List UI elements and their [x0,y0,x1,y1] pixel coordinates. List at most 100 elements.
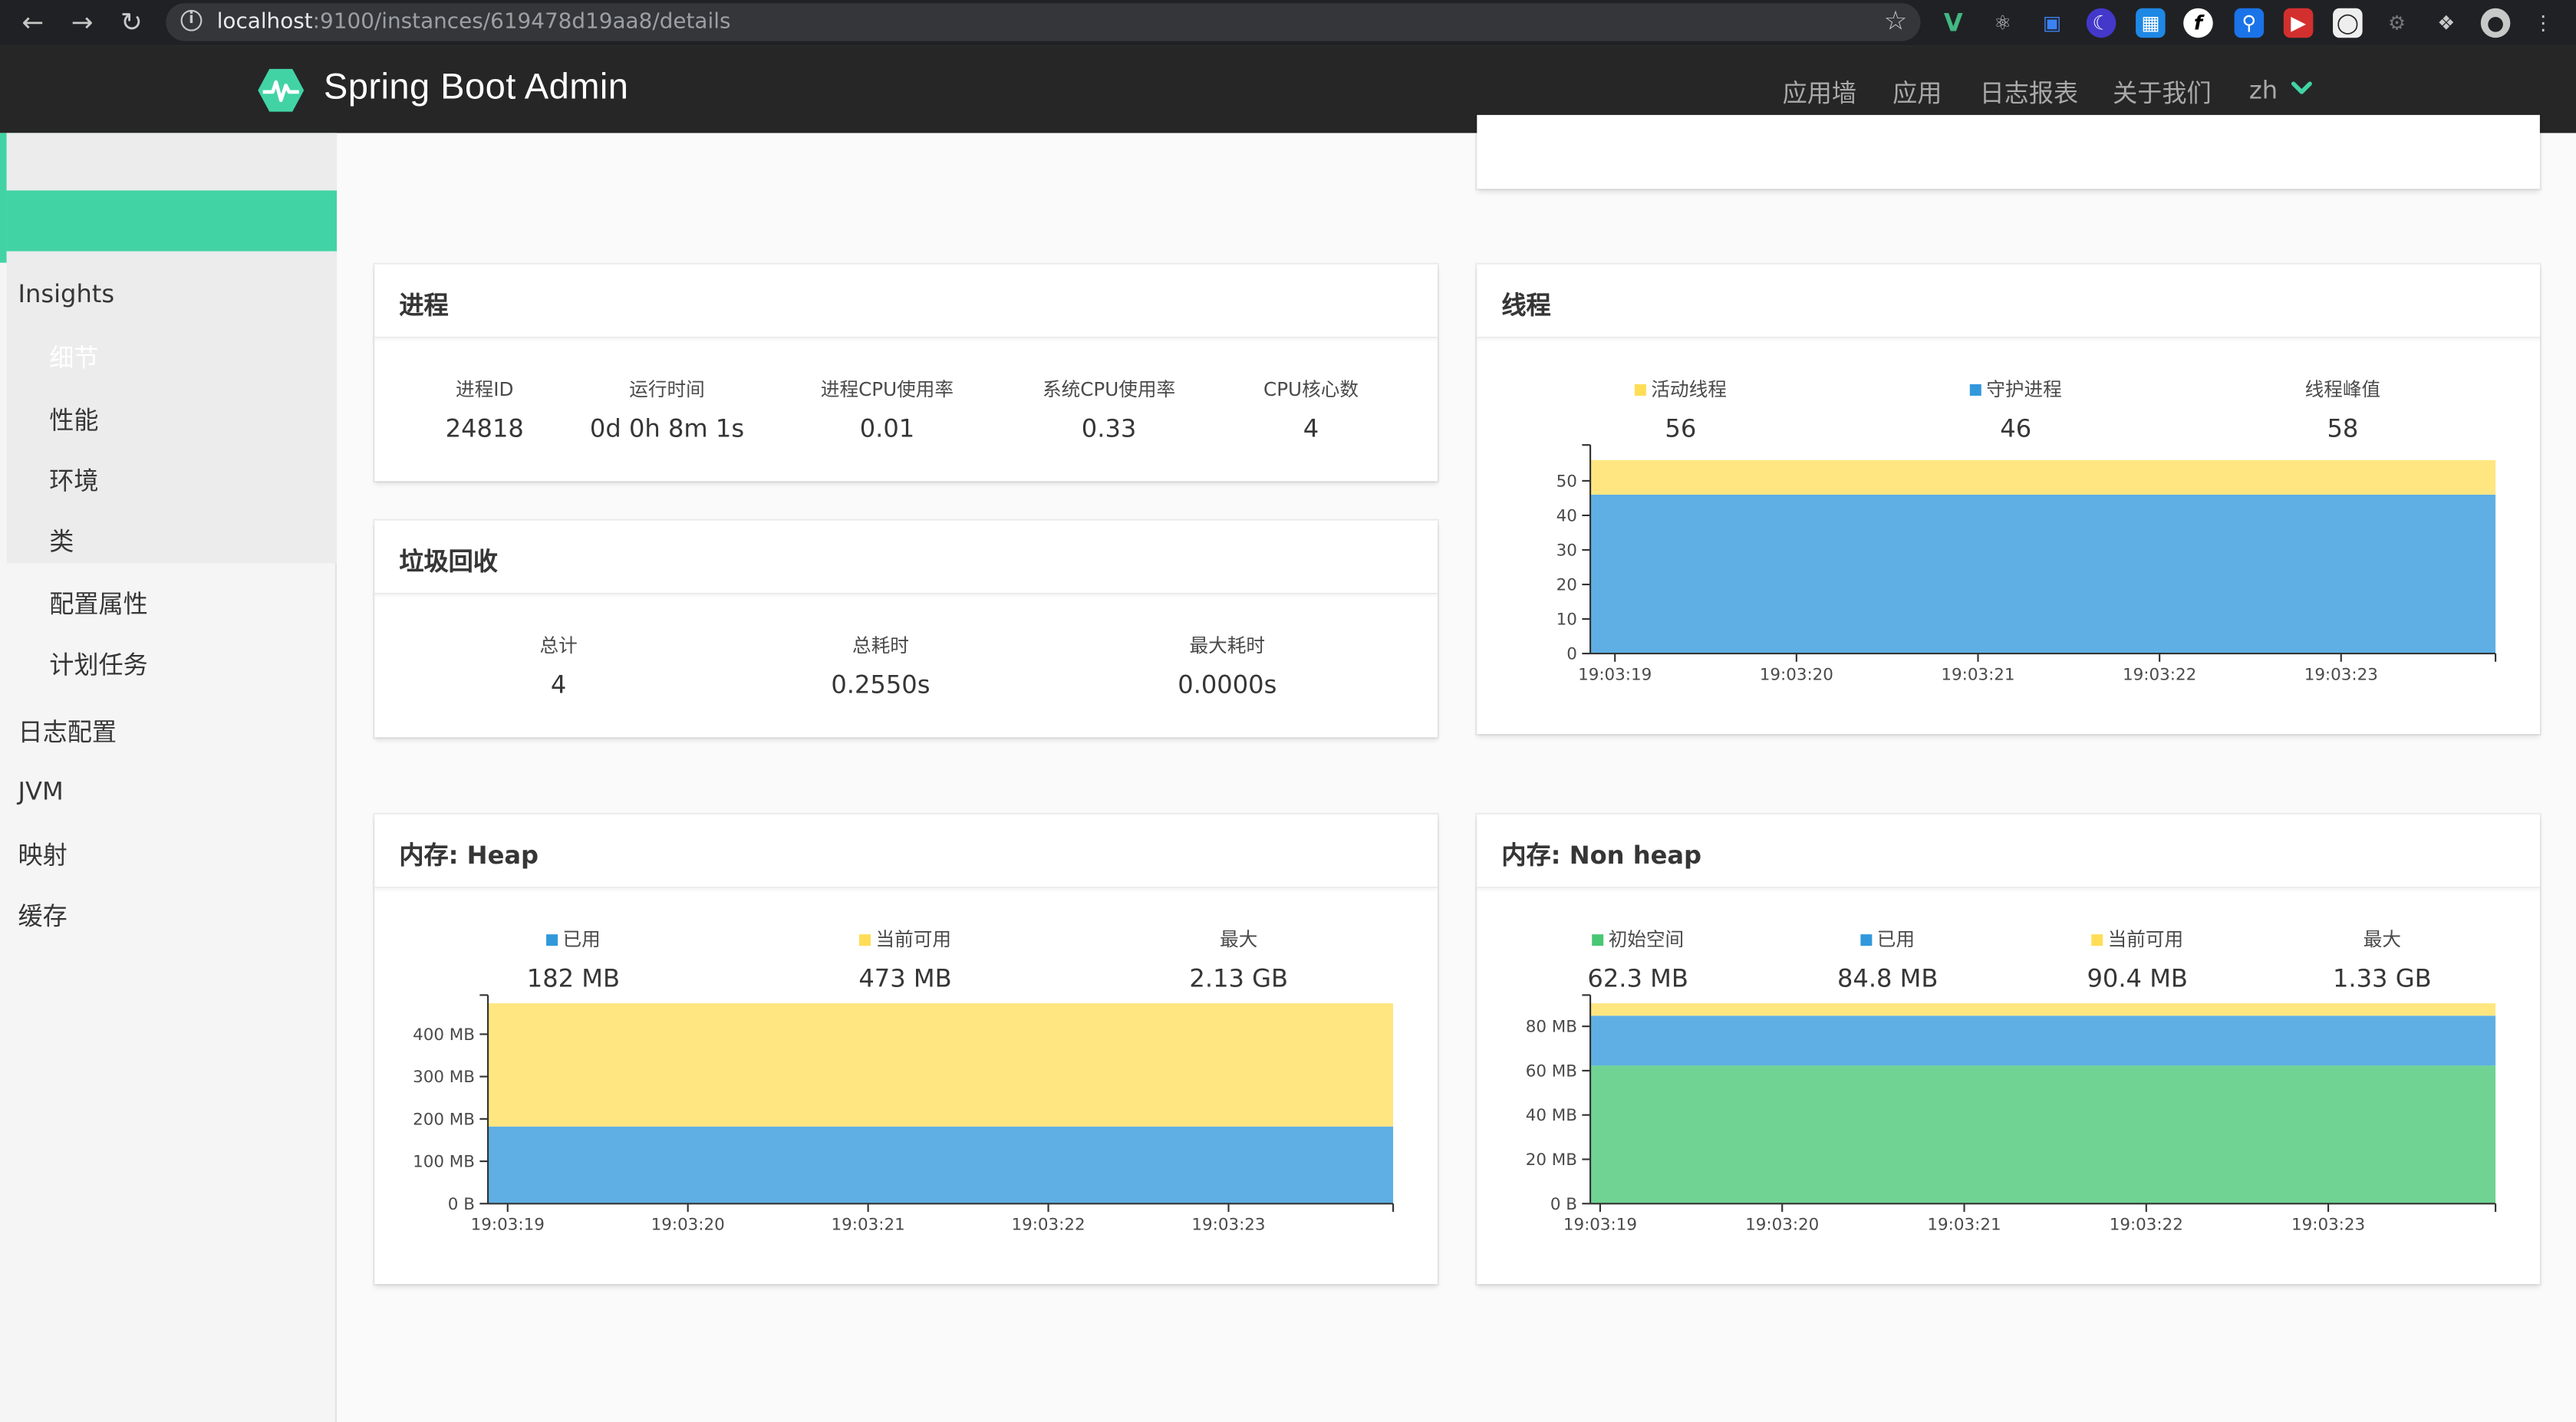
nonheap-chart: 0 B 20 MB 40 MB 60 MB 80 MB 19:03:19 19:03:20 1… [1526,994,2497,1235]
nonheap-title: 内存: Non heap [1501,841,1702,871]
x-tick-label: 19:03:21 [1927,1216,2001,1235]
stat-value: 84.8 MB [1836,963,1939,994]
x-tick-label: 19:03:20 [1760,665,1833,684]
x-tick-label: 19:03:21 [1941,665,2014,684]
sidebar-item-caches[interactable]: 缓存 [18,901,68,931]
glasses-extension-icon[interactable]: ◯ [2333,8,2363,38]
brand-name[interactable]: Spring Boot Admin [323,65,629,107]
scrolled-card [1477,114,2540,189]
back-icon[interactable]: ← [21,6,44,38]
sidebar-item-environment[interactable]: 环境 [49,466,99,496]
y-tick-label: 200 MB [413,1110,475,1129]
stat-label: 线程峰值 [2304,377,2381,401]
x-tick-label: 19:03:19 [471,1216,545,1235]
stat-label: 进程CPU使用率 [820,377,954,401]
heap-title: 内存: Heap [399,841,539,871]
card-divider [1477,336,2540,339]
card-divider [374,887,1438,889]
card-divider [1477,887,2540,889]
x-tick-label: 19:03:20 [1745,1216,1819,1235]
legend-swatch [1969,383,1981,396]
legend-swatch [2091,934,2103,946]
y-tick-label: 40 [1556,506,1577,525]
forward-icon[interactable]: → [71,6,94,38]
sidebar-item-jvm[interactable]: JVM [18,776,64,807]
threads-chart: 0 10 20 30 40 50 19:03:19 19:03:20 19:03:21 19:03… [1556,444,2497,684]
formula-extension-icon[interactable]: f [2183,8,2213,38]
profile-icon[interactable]: ● [2480,8,2511,38]
legend-swatch [1860,934,1873,946]
site-info-icon[interactable]: i [180,9,203,31]
chevron-down-icon[interactable] [2290,79,2313,99]
spring-boot-admin-logo-icon[interactable] [256,67,305,114]
stat-label: 活动线程 [1634,376,1727,402]
stat-value: 0.33 [1081,413,1137,444]
sidebar-item-mappings[interactable]: 映射 [18,841,68,871]
react-devtools-icon[interactable]: ⚛ [1994,11,2012,35]
robot-extension-icon[interactable]: ⚙ [2388,11,2406,35]
vue-devtools-icon[interactable]: V [1943,8,1963,38]
nav-link-about[interactable]: 关于我们 [2113,78,2212,109]
stat-value: 0.2550s [831,670,931,700]
language-selector[interactable]: zh [2248,75,2278,106]
crop-extension-icon[interactable]: ▣ [2042,11,2062,35]
stat-label: 运行时间 [629,377,705,401]
stat-label: CPU核心数 [1263,377,1359,401]
video-extension-icon[interactable]: ▶ [2283,8,2314,38]
sidebar-item-details[interactable]: 细节 [49,343,99,373]
x-tick-label: 19:03:21 [832,1216,905,1235]
process-title: 进程 [399,290,449,321]
puzzle-extensions-icon[interactable]: ❖ [2437,11,2456,35]
legend-label: 初始空间 [1608,927,1685,951]
address-bar[interactable]: i localhost:9100/instances/619478d19aa8/… [166,3,1921,41]
sidebar-item-beans[interactable]: 类 [49,527,74,557]
y-tick-label: 10 [1556,611,1577,630]
window-extension-icon[interactable]: ▦ [2136,8,2166,38]
stat-value: 24818 [445,413,524,444]
legend-label: 已用 [1876,927,1916,951]
sidebar-active-highlight [6,190,338,252]
process-card: 进程 进程ID 24818 运行时间 0d 0h 8m 1s 进程CPU使用率 … [374,264,1438,482]
sidebar-item-insights[interactable]: Insights [18,278,115,309]
x-tick-label: 19:03:19 [1563,1216,1637,1235]
stat-label: 当前可用 [2091,926,2183,952]
stat-value: 46 [2000,413,2032,444]
nav-link-applications[interactable]: 应用 [1892,78,1942,109]
heap-card: 内存: Heap 已用 182 MB 当前可用 473 MB 最大 2.13 G… [374,814,1438,1285]
sidebar-item-loggers[interactable]: 日志配置 [18,717,117,748]
kebab-menu-icon[interactable]: ⋮ [2533,11,2554,35]
moon-extension-icon[interactable]: ☾ [2086,8,2116,38]
sidebar-item-configprops[interactable]: 配置属性 [49,589,148,620]
stat-label: 已用 [546,926,601,952]
bookmark-star-icon[interactable]: ☆ [1883,5,1908,37]
url-path: :9100/instances/619478d19aa8/details [312,9,731,35]
y-tick-label: 0 [1566,645,1577,664]
y-tick-label: 40 MB [1526,1106,1577,1125]
gc-card: 垃圾回收 总计 4 总耗时 0.2550s 最大耗时 0.0000s [374,520,1438,738]
stat-value: 182 MB [526,963,621,994]
area-series-3 [1590,1003,2496,1016]
stat-value: 0d 0h 8m 1s [589,413,745,444]
stat-value: 2.13 GB [1189,963,1289,994]
legend-label: 已用 [562,927,601,951]
url-text[interactable]: localhost:9100/instances/619478d19aa8/de… [217,10,731,35]
reload-icon[interactable]: ↻ [120,6,143,38]
threads-card: 线程 活动线程 56 守护进程 46 线程峰值 58 0 10 20 30 40 50 19… [1477,264,2540,734]
threads-title: 线程 [1501,290,1551,321]
area-series-1 [1590,1065,2496,1204]
nav-link-wallboard[interactable]: 应用墙 [1782,78,1857,109]
y-tick-label: 300 MB [413,1068,475,1087]
search-extension-icon[interactable]: ⚲ [2234,8,2265,38]
sidebar-item-scheduledtasks[interactable]: 计划任务 [49,650,148,680]
legend-swatch [1592,934,1604,946]
stat-label: 进程ID [456,377,514,401]
sidebar-item-metrics[interactable]: 性能 [49,405,99,436]
stat-value: 56 [1665,413,1697,444]
y-tick-label: 0 B [1550,1195,1577,1214]
nav-link-journal[interactable]: 日志报表 [1979,78,2079,109]
x-tick-label: 19:03:23 [2291,1216,2365,1235]
stat-label: 最大 [2363,927,2401,951]
legend-label: 守护进程 [1986,377,2062,401]
heap-chart: 0 B 100 MB 200 MB 300 MB 400 MB 19:03:19 19:03… [413,994,1395,1235]
